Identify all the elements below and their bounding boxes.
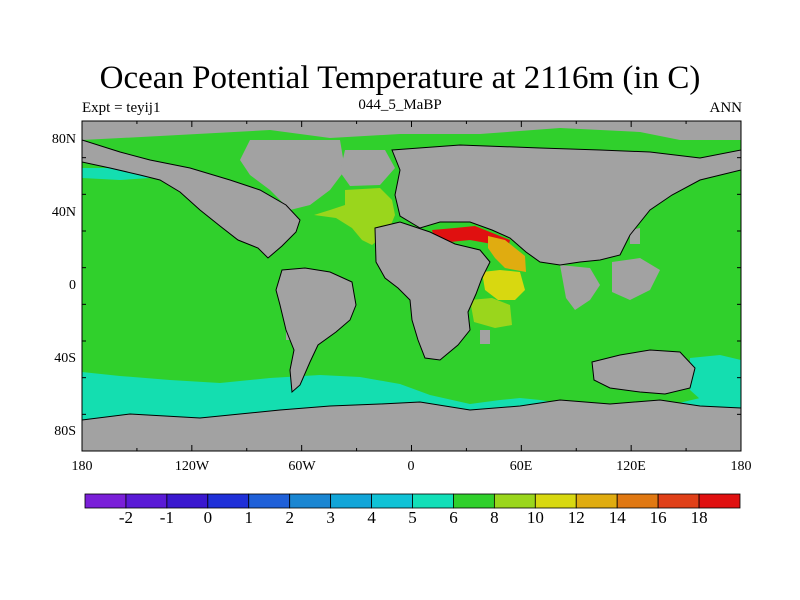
landmass-north-america bbox=[82, 140, 300, 258]
lat-tick-label: 0 bbox=[69, 278, 76, 293]
landmass-eurasia bbox=[392, 145, 741, 265]
lat-tick-label: 40S bbox=[54, 351, 76, 366]
colorbar-label: 6 bbox=[449, 508, 458, 527]
landmass-africa bbox=[375, 222, 490, 360]
period-label: 044_5_MaBP bbox=[358, 97, 442, 113]
colorbar-label: 1 bbox=[244, 508, 254, 527]
cold-patch-east bbox=[690, 355, 741, 408]
colorbar-label: 18 bbox=[690, 508, 708, 527]
colorbar-label: 8 bbox=[490, 508, 499, 527]
lat-tick-label: 40N bbox=[51, 205, 76, 220]
lon-tick-label: 60W bbox=[288, 459, 316, 474]
colorbar-boxes bbox=[84, 493, 741, 509]
colorbar-label: 3 bbox=[326, 508, 335, 527]
colorbar-box bbox=[330, 493, 372, 509]
axis-ticks bbox=[81, 120, 742, 452]
colorbar-box bbox=[166, 493, 209, 509]
colorbar-box bbox=[412, 493, 454, 509]
colorbar-label: 0 bbox=[203, 508, 213, 527]
colorbar-box bbox=[698, 493, 741, 509]
colorbar-label: 12 bbox=[567, 508, 585, 527]
lon-tick-label: 180 bbox=[71, 459, 93, 474]
colorbar-box bbox=[371, 493, 413, 509]
lon-tick-label: 120E bbox=[616, 459, 646, 474]
lon-tick-label: 0 bbox=[407, 459, 415, 474]
colorbar-box bbox=[493, 493, 536, 509]
season-label: ANN bbox=[709, 100, 743, 116]
lat-tick-label: 80S bbox=[54, 424, 76, 439]
colorbar-box bbox=[657, 493, 700, 509]
colorbar-label: 4 bbox=[367, 508, 376, 527]
colorbar-label: 10 bbox=[526, 508, 544, 527]
colorbar-box bbox=[575, 493, 618, 509]
lon-tick-label: 180 bbox=[730, 459, 752, 474]
colorbar-box bbox=[616, 493, 659, 509]
lat-tick-label: 80N bbox=[51, 132, 76, 147]
cold-patch-pacific bbox=[82, 168, 150, 180]
land-masses bbox=[82, 121, 741, 451]
gulf-warm-region bbox=[488, 236, 526, 272]
landmass-antarctica bbox=[82, 400, 741, 451]
colorbar-box bbox=[534, 493, 577, 509]
colorbar-box bbox=[84, 493, 127, 509]
colorbar-box bbox=[125, 493, 168, 509]
colorbar-box bbox=[289, 493, 332, 509]
lon-tick-label: 60E bbox=[509, 459, 533, 474]
colorbar-box bbox=[207, 493, 250, 509]
map-field bbox=[82, 121, 741, 451]
map-title: Ocean Potential Temperature at 2116m (in… bbox=[99, 60, 701, 96]
landmass-south-america bbox=[276, 268, 356, 392]
colorbar-label: 14 bbox=[608, 508, 626, 527]
colorbar-label: 16 bbox=[649, 508, 667, 527]
colorbar-label: 5 bbox=[408, 508, 417, 527]
lon-tick-label: 120W bbox=[174, 459, 210, 474]
landmass-australia bbox=[592, 350, 695, 394]
experiment-label: Expt = teyij1 bbox=[82, 100, 161, 116]
colorbar-box bbox=[453, 493, 495, 509]
colorbar-label: -2 bbox=[118, 508, 134, 527]
east-africa-warm-region bbox=[470, 298, 512, 328]
colorbar-label: -1 bbox=[159, 508, 174, 527]
colorbar-label: 2 bbox=[285, 508, 294, 527]
arabian-sea-warm-region bbox=[482, 270, 525, 300]
colorbar-box bbox=[248, 493, 291, 509]
